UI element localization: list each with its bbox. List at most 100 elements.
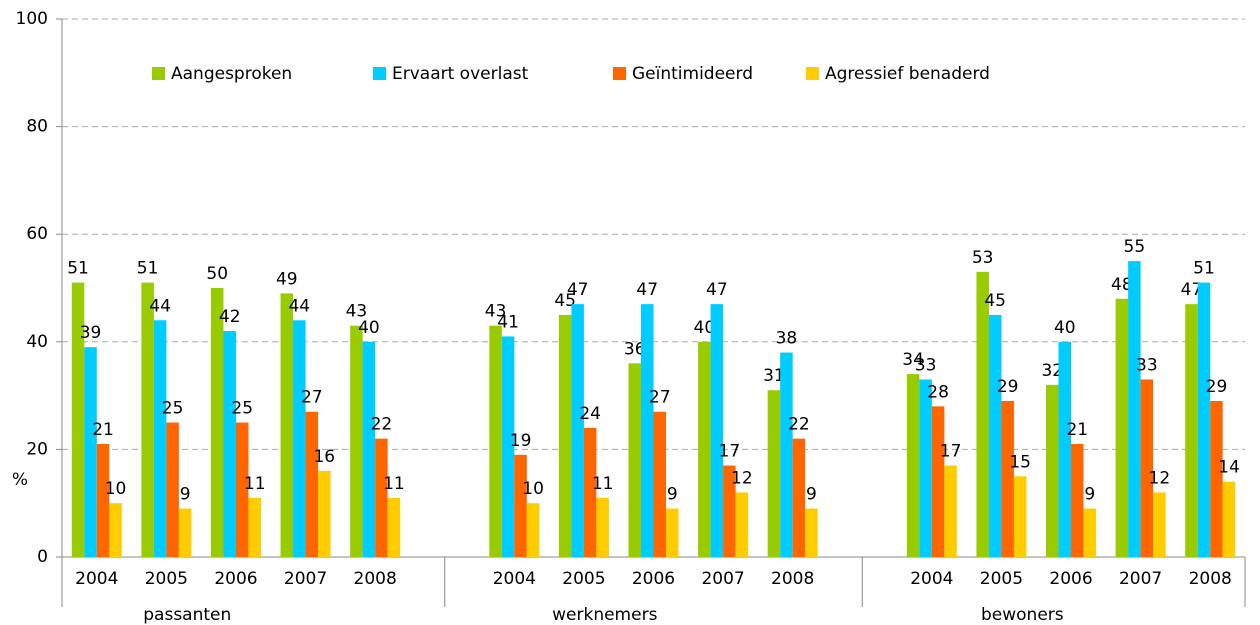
legend-label: Geïntimideerd	[632, 64, 753, 84]
group-label: passanten	[143, 605, 231, 625]
data-label: 25	[231, 399, 253, 419]
bar	[96, 444, 110, 557]
data-label: 40	[358, 318, 380, 338]
data-label: 47	[636, 280, 658, 300]
bar	[906, 374, 920, 557]
bar	[1083, 508, 1097, 557]
data-label: 16	[313, 447, 335, 467]
data-label: 12	[731, 468, 753, 488]
bar	[153, 320, 167, 557]
bar	[1115, 298, 1129, 557]
data-label: 33	[915, 355, 937, 375]
x-tick-label: 2004	[75, 569, 118, 589]
data-label: 22	[371, 415, 393, 435]
data-label: 11	[244, 474, 266, 494]
data-label: 38	[776, 329, 798, 349]
bar	[109, 503, 122, 557]
x-tick-label: 2005	[562, 569, 605, 589]
legend-swatch	[806, 67, 819, 80]
legend-label: Agressief benaderd	[825, 64, 990, 84]
data-label: 28	[927, 382, 949, 402]
bar	[362, 341, 376, 557]
x-tick-label: 2006	[214, 569, 257, 589]
y-tick-label: 40	[26, 332, 48, 352]
x-tick-label: 2007	[701, 569, 744, 589]
bar	[558, 314, 572, 557]
bar	[248, 497, 261, 557]
x-tick-label: 2006	[1049, 569, 1092, 589]
data-label: 9	[806, 485, 817, 505]
data-label: 27	[301, 388, 323, 408]
data-label: 51	[67, 259, 89, 279]
data-label: 21	[92, 420, 114, 440]
bar	[1222, 481, 1236, 557]
bar	[1001, 400, 1014, 557]
data-label: 24	[579, 404, 601, 424]
data-label: 10	[105, 479, 127, 499]
y-axis-label: %	[12, 470, 28, 490]
bar	[641, 304, 654, 557]
group-label: werknemers	[552, 605, 657, 625]
y-tick-label: 20	[26, 439, 48, 459]
bar	[141, 282, 154, 557]
bar	[1153, 492, 1166, 557]
bar	[178, 508, 192, 557]
bar	[387, 497, 401, 557]
x-tick-label: 2008	[771, 569, 814, 589]
bar	[71, 282, 85, 557]
x-tick-label: 2004	[910, 569, 953, 589]
bar	[489, 325, 502, 557]
data-label: 27	[649, 388, 671, 408]
bar	[653, 411, 666, 557]
data-label: 45	[984, 291, 1006, 311]
bar	[1140, 379, 1154, 557]
x-tick-label: 2007	[284, 569, 327, 589]
bar	[1071, 444, 1084, 557]
bar	[318, 470, 331, 557]
x-tick-label: 2007	[1119, 569, 1162, 589]
data-label: 9	[180, 485, 191, 505]
bar	[501, 336, 515, 557]
data-label: 10	[522, 479, 544, 499]
bar	[988, 314, 1002, 557]
data-label: 9	[667, 485, 678, 505]
bar	[235, 422, 249, 557]
bar	[84, 347, 97, 557]
x-tick-label: 2004	[493, 569, 536, 589]
x-tick-label: 2005	[980, 569, 1023, 589]
bar	[1197, 282, 1211, 557]
bar	[792, 438, 806, 557]
data-label: 33	[1136, 355, 1158, 375]
legend-swatch	[152, 67, 165, 80]
bar	[596, 497, 609, 557]
data-label: 9	[1084, 485, 1095, 505]
bar	[210, 288, 224, 557]
bar	[1058, 341, 1072, 557]
data-label: 44	[149, 296, 171, 316]
data-label: 12	[1149, 468, 1171, 488]
y-tick-label: 0	[37, 547, 48, 567]
data-label: 15	[1009, 452, 1031, 472]
data-label: 31	[763, 366, 785, 386]
data-label: 40	[694, 318, 716, 338]
bar	[1210, 400, 1223, 557]
bar	[931, 406, 945, 557]
bar	[1046, 384, 1059, 557]
data-label: 29	[1206, 377, 1228, 397]
data-label: 36	[624, 339, 646, 359]
x-tick-label: 2008	[354, 569, 397, 589]
data-label: 49	[276, 269, 298, 289]
bar	[710, 304, 724, 557]
group-label: bewoners	[981, 605, 1064, 625]
data-label: 45	[554, 291, 576, 311]
data-label: 14	[1218, 458, 1240, 478]
data-label: 11	[383, 474, 405, 494]
bar	[583, 427, 597, 557]
data-label: 51	[137, 259, 159, 279]
data-label: 11	[592, 474, 614, 494]
bar	[223, 331, 236, 557]
bar	[628, 363, 641, 557]
data-label: 47	[706, 280, 728, 300]
legend-label: Aangesproken	[171, 64, 292, 84]
